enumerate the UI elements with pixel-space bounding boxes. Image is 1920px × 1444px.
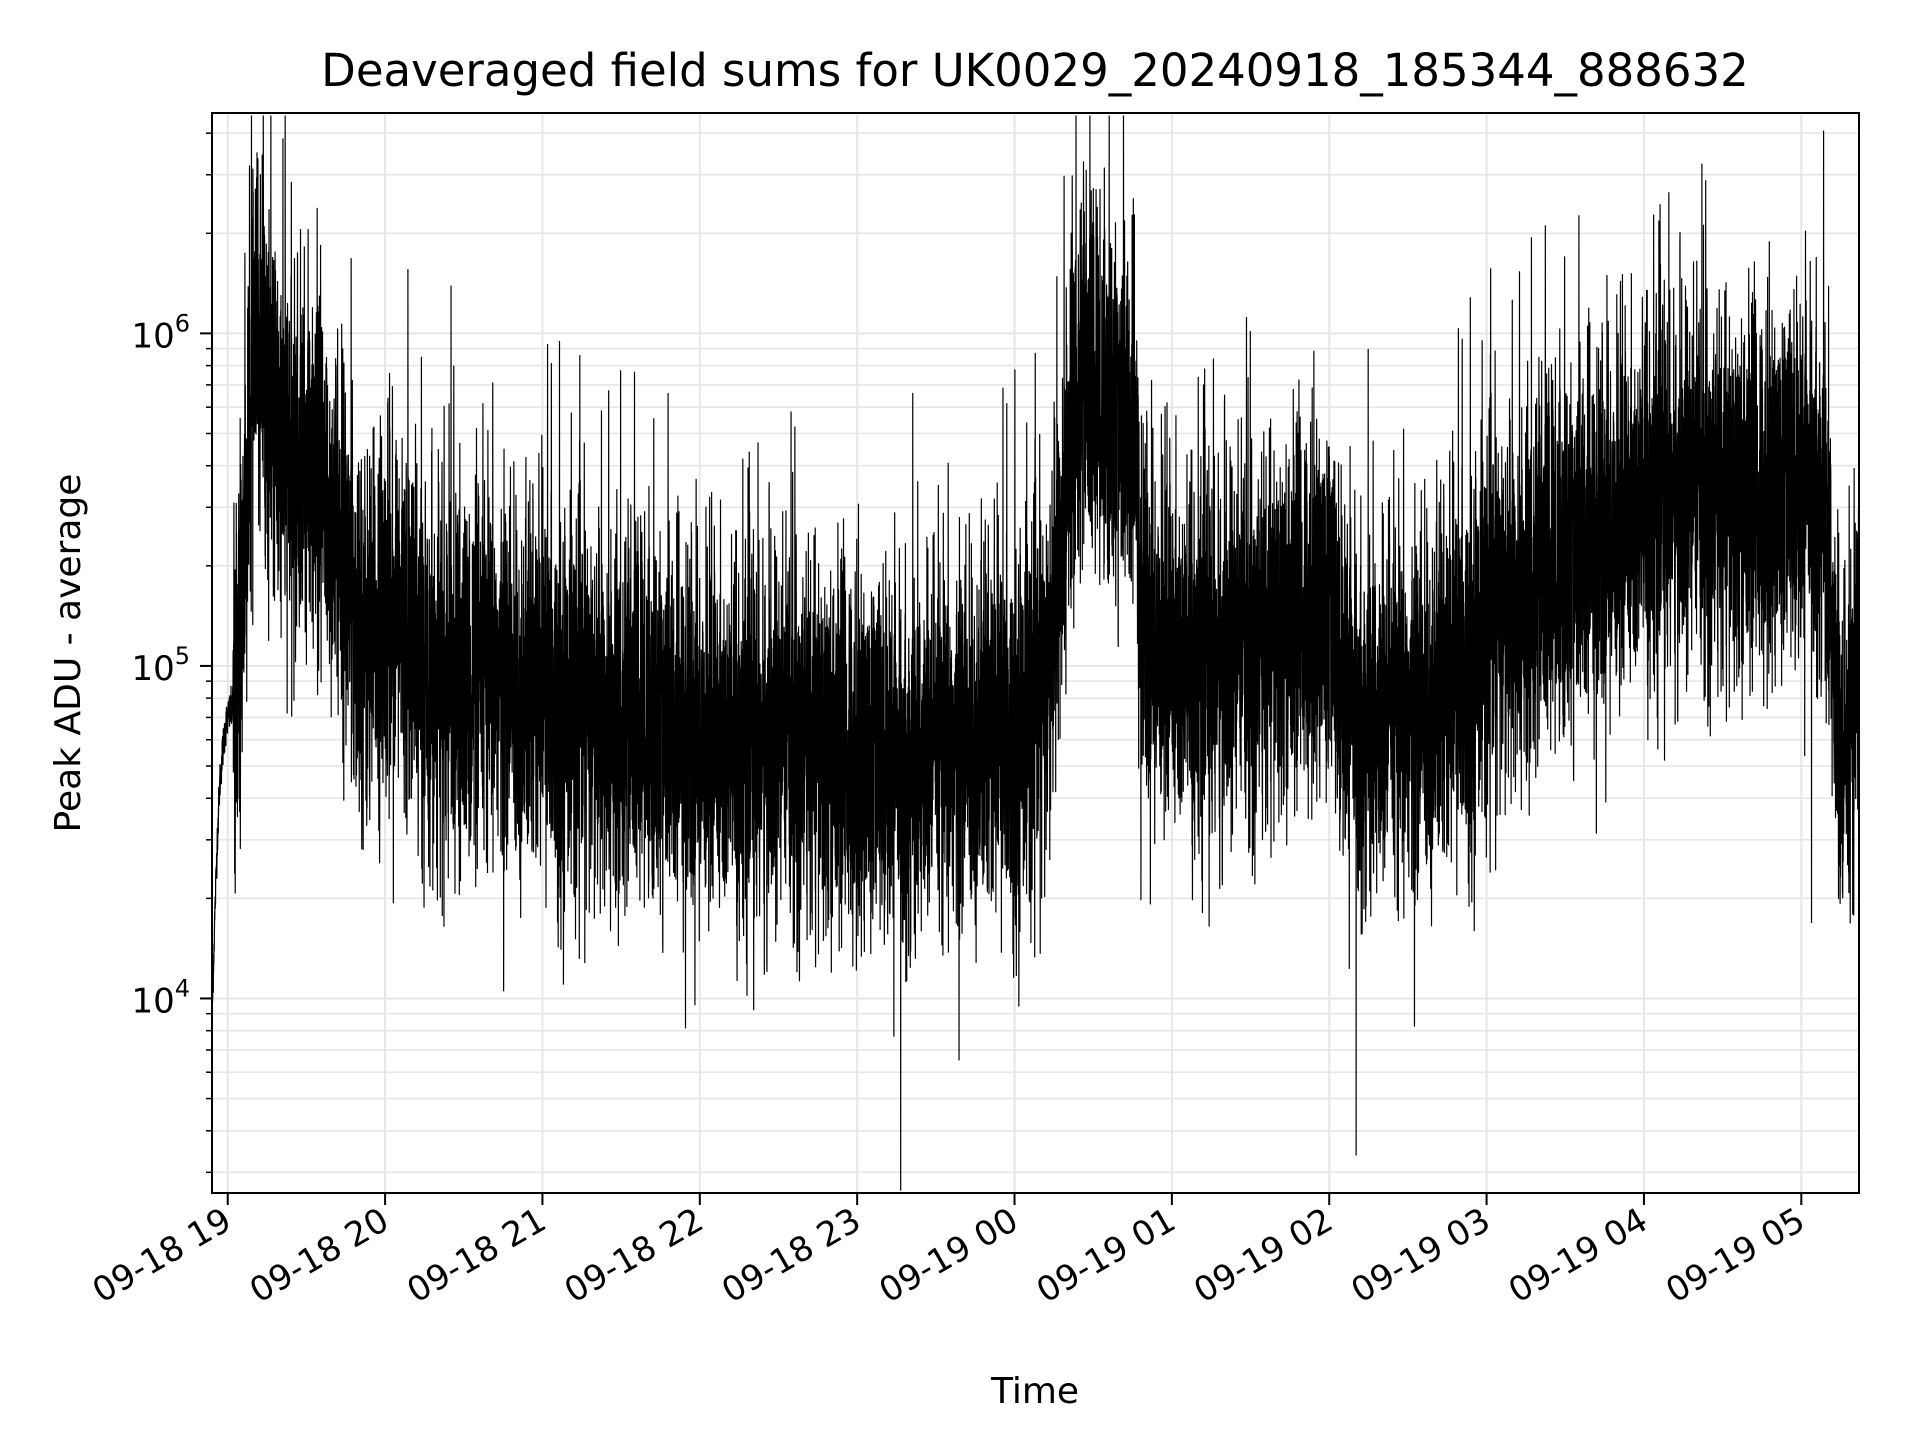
chart-title: Deaveraged field sums for UK0029_2024091… <box>321 44 1749 97</box>
y-axis-label: Peak ADU - average <box>48 474 89 833</box>
x-axis-label: Time <box>990 1371 1079 1412</box>
